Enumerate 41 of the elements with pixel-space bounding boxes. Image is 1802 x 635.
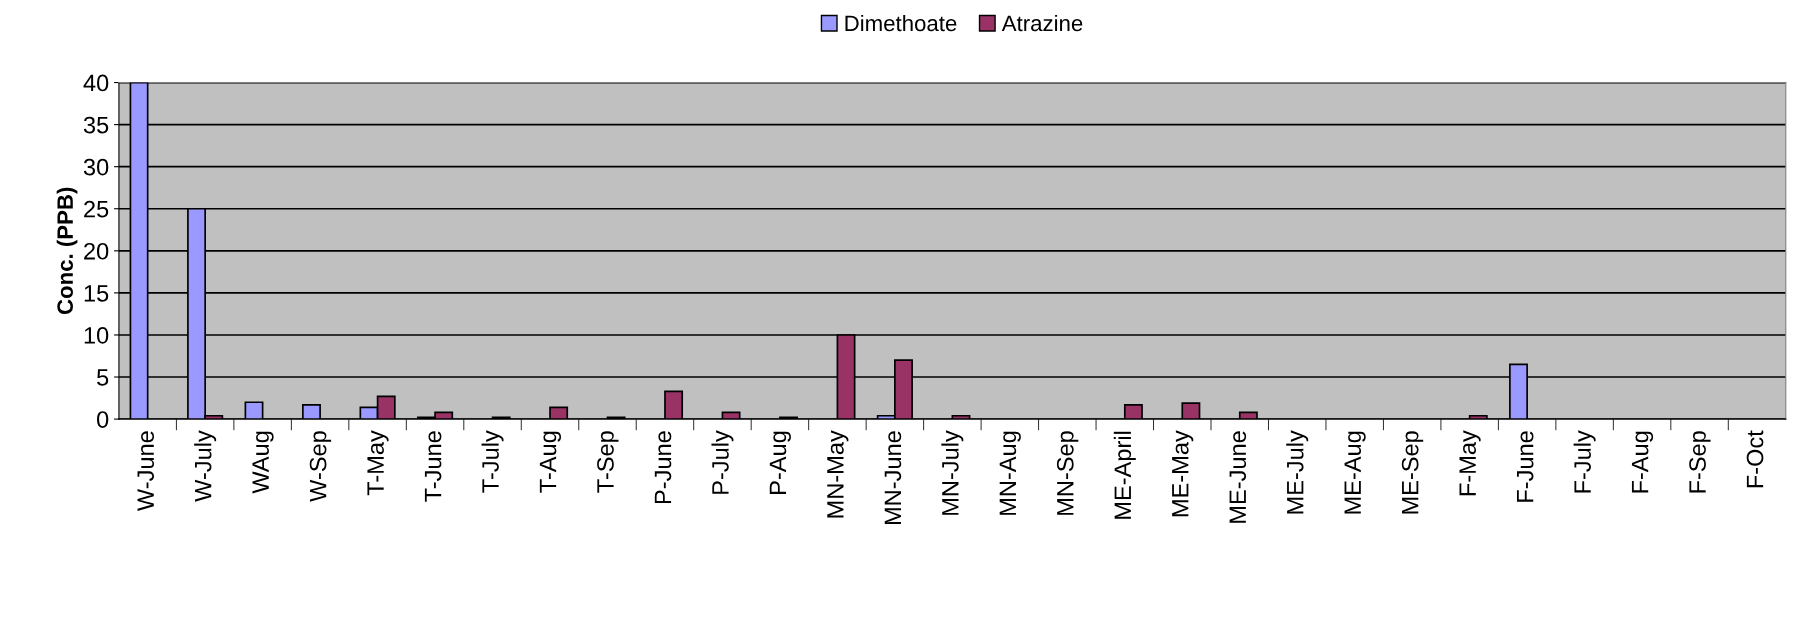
x-tick-label: MN-July [941,430,964,515]
y-tick-label: 25 [84,200,109,218]
x-tick-label: ME-May [1172,430,1194,517]
x-tick-label: MN-Aug [999,431,1021,515]
x-tick-label: MN-May [827,430,849,518]
x-tick-label: P-June [654,431,672,504]
x-tick-label: ME-Aug [1344,431,1366,514]
x-tick-label: T-June [424,431,442,502]
x-tick-label: W-Sep [309,431,332,502]
x-tick-label: F-July [1573,430,1596,493]
y-tick-label: 30 [83,158,109,176]
y-tick-label: 0 [97,411,109,428]
y-tick-label: 35 [83,116,109,134]
y-tick-label: 40 [83,74,109,92]
x-tick-label: F-Sep [1689,431,1711,493]
x-tick-label: P-Aug [769,431,791,494]
y-tick-label: 5 [97,369,109,386]
x-tick-label: MN-Sep [1056,431,1079,515]
x-tick-label: MN-June [884,431,902,525]
x-tick-label: ME-June [1229,431,1247,523]
x-tick-label: F-Oct [1746,430,1764,488]
y-tick-label: 20 [84,242,109,260]
y-tick-label: 15 [84,285,109,302]
x-tick-label: ME-Sep [1401,431,1424,514]
x-tick-label: WAug [252,431,274,494]
x-tick-label: W-July [194,430,217,502]
x-tick-label: ME-April [1113,431,1136,519]
x-tick-label: T-May [367,430,389,496]
y-tick-label: 10 [84,327,109,344]
x-tick-label: F-June [1516,431,1534,502]
x-tick-label: W-June [137,431,155,512]
legend-label: Atrazine [1001,14,1083,32]
legend-label: Dimethoate [845,14,957,32]
x-tick-label: F-Aug [1631,431,1654,493]
x-tick-label: ME-July [1286,430,1309,514]
x-tick-label: T-Sep [597,431,619,493]
x-tick-label: T-July [481,430,504,493]
x-tick-label: T-Aug [539,431,562,493]
x-tick-label: P-July [711,430,734,494]
y-axis-title: Conc. (PPB) [56,187,78,315]
x-tick-label: F-May [1459,430,1481,496]
